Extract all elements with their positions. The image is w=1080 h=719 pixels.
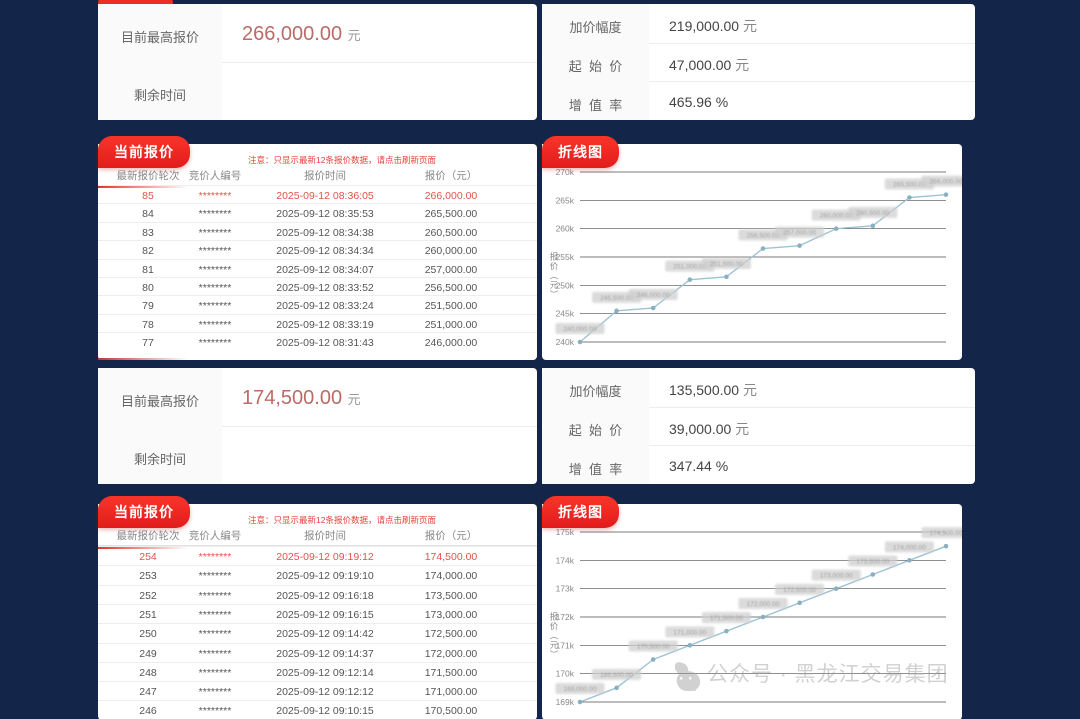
svg-text:255k: 255k (556, 252, 575, 262)
svg-text:173,000.00: 173,000.00 (820, 573, 853, 580)
svg-text:256,500.00: 256,500.00 (746, 233, 779, 240)
svg-text:173k: 173k (556, 584, 575, 594)
svg-text:250k: 250k (556, 280, 575, 290)
svg-text:170,500.00: 170,500.00 (637, 644, 670, 651)
svg-text:169,000.00: 169,000.00 (563, 686, 596, 693)
svg-text:172,500.00: 172,500.00 (783, 587, 816, 594)
svg-text:171,500.00: 171,500.00 (710, 615, 743, 622)
svg-text:169,500.00: 169,500.00 (600, 672, 633, 679)
svg-text:266,000.00: 266,000.00 (929, 179, 962, 186)
svg-text:174,000.00: 174,000.00 (893, 544, 926, 551)
svg-text:251,000.00: 251,000.00 (673, 264, 706, 271)
svg-text:240k: 240k (556, 337, 575, 347)
svg-text:172,000.00: 172,000.00 (746, 601, 779, 608)
svg-text:265,500.00: 265,500.00 (893, 182, 926, 189)
svg-text:257,000.00: 257,000.00 (783, 230, 816, 237)
svg-text:265k: 265k (556, 195, 575, 205)
svg-text:270k: 270k (556, 167, 575, 177)
svg-text:260,500.00: 260,500.00 (856, 210, 889, 217)
svg-text:260k: 260k (556, 224, 575, 234)
svg-text:240,000.00: 240,000.00 (563, 326, 596, 333)
svg-text:246,000.00: 246,000.00 (637, 292, 670, 299)
svg-text:245k: 245k (556, 309, 575, 319)
svg-text:174,500.00: 174,500.00 (929, 530, 962, 537)
svg-text:173,500.00: 173,500.00 (856, 559, 889, 566)
svg-text:171,000.00: 171,000.00 (673, 629, 706, 636)
svg-text:172k: 172k (556, 612, 575, 622)
svg-text:169k: 169k (556, 697, 575, 707)
svg-text:245,500.00: 245,500.00 (600, 295, 633, 302)
svg-text:251,500.00: 251,500.00 (710, 261, 743, 268)
svg-text:171k: 171k (556, 640, 575, 650)
svg-text:175k: 175k (556, 527, 575, 537)
svg-text:260,000.00: 260,000.00 (820, 213, 853, 220)
svg-text:170k: 170k (556, 669, 575, 679)
svg-text:174k: 174k (556, 555, 575, 565)
